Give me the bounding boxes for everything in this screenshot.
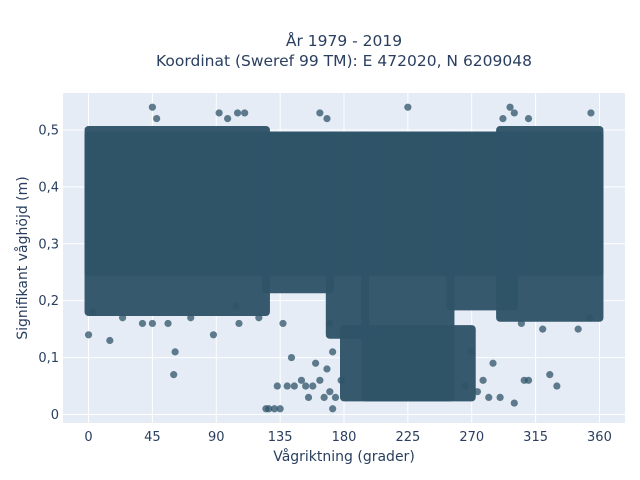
data-point-7	[170, 371, 178, 379]
dense-point-region-7	[496, 125, 604, 322]
dense-point-region-3	[325, 131, 370, 339]
dense-point-region-2	[261, 131, 334, 294]
data-point-30	[323, 365, 331, 373]
data-points	[84, 103, 604, 413]
data-point-66	[587, 109, 595, 117]
x-tick-label: 45	[144, 430, 161, 445]
data-point-53	[148, 103, 157, 111]
data-point-5	[148, 319, 157, 328]
data-point-48	[553, 382, 561, 390]
data-point-44	[510, 399, 518, 407]
y-tick-label: 0,2	[38, 294, 59, 309]
data-point-60	[323, 115, 331, 123]
data-point-15	[265, 405, 273, 413]
data-point-59	[316, 109, 324, 117]
x-tick-label: 0	[84, 430, 92, 445]
data-point-47	[546, 371, 554, 379]
data-point-36	[337, 376, 345, 384]
x-tick-label: 360	[587, 430, 612, 445]
data-point-27	[312, 359, 320, 367]
data-point-58	[241, 109, 249, 117]
data-point-20	[283, 382, 291, 390]
data-point-16	[270, 405, 279, 413]
y-tick-label: 0,3	[38, 237, 59, 252]
y-axis-ticks: 0 0,1 0,2 0,3 0,4 0,5	[38, 123, 59, 422]
dense-point-region-5	[340, 325, 476, 402]
data-point-49	[517, 319, 525, 328]
x-tick-label: 180	[332, 430, 357, 445]
data-point-55	[215, 109, 223, 117]
data-point-32	[329, 405, 337, 413]
data-point-52	[585, 314, 594, 322]
data-point-34	[326, 319, 334, 328]
x-tick-label: 315	[523, 430, 548, 445]
data-point-56	[224, 115, 232, 123]
chart-title-line1: År 1979 - 2019	[286, 31, 402, 50]
data-point-8	[171, 348, 179, 356]
data-point-23	[297, 376, 306, 384]
data-point-40	[479, 376, 487, 384]
data-point-19	[279, 319, 287, 328]
x-tick-label: 90	[208, 430, 225, 445]
data-point-31	[326, 388, 334, 396]
y-tick-label: 0,4	[38, 180, 59, 195]
data-point-18	[276, 405, 284, 413]
data-point-65	[524, 115, 533, 123]
data-point-37	[461, 382, 469, 390]
data-point-51	[574, 325, 582, 333]
x-tick-label: 135	[268, 430, 293, 445]
data-point-12	[235, 319, 243, 328]
data-point-42	[489, 359, 497, 367]
data-point-43	[496, 393, 504, 401]
data-point-29	[320, 393, 328, 401]
data-point-33	[331, 393, 340, 401]
y-tick-label: 0	[51, 408, 59, 423]
data-point-22	[290, 382, 298, 390]
data-point-63	[506, 103, 514, 111]
data-point-13	[255, 314, 263, 322]
data-point-26	[309, 382, 317, 390]
data-point-35	[329, 348, 337, 356]
y-tick-label: 0,5	[38, 123, 59, 138]
data-point-1	[89, 308, 97, 316]
y-tick-label: 0,1	[38, 351, 59, 366]
data-point-2	[106, 336, 114, 345]
data-point-24	[302, 382, 310, 390]
data-point-21	[287, 353, 296, 362]
data-point-17	[273, 382, 281, 390]
dense-point-region-1	[84, 125, 270, 317]
data-point-57	[233, 109, 242, 117]
data-point-9	[187, 314, 195, 322]
data-point-25	[304, 393, 313, 401]
data-point-3	[119, 314, 127, 322]
data-point-4	[138, 319, 147, 328]
data-point-28	[316, 376, 324, 384]
data-point-61	[404, 103, 412, 111]
x-tick-label: 270	[459, 430, 484, 445]
x-tick-label: 225	[395, 430, 420, 445]
data-point-38	[468, 348, 476, 356]
x-axis-ticks: 0 45 90 135 180 225 270 315 360	[84, 430, 611, 445]
data-point-10	[209, 331, 218, 339]
data-point-64	[510, 109, 518, 117]
chart-title-line2: Koordinat (Sweref 99 TM): E 472020, N 62…	[156, 52, 532, 70]
data-point-6	[164, 319, 172, 328]
x-axis-label: Vågriktning (grader)	[273, 448, 415, 465]
data-point-46	[524, 376, 533, 384]
data-point-41	[485, 393, 493, 401]
data-point-39	[473, 388, 482, 396]
data-point-50	[539, 325, 547, 333]
data-point-11	[232, 302, 240, 310]
data-point-54	[153, 115, 161, 123]
data-point-0	[84, 331, 93, 339]
data-point-62	[499, 115, 507, 123]
y-axis-label: Signifikant våghöjd (m)	[14, 176, 31, 339]
